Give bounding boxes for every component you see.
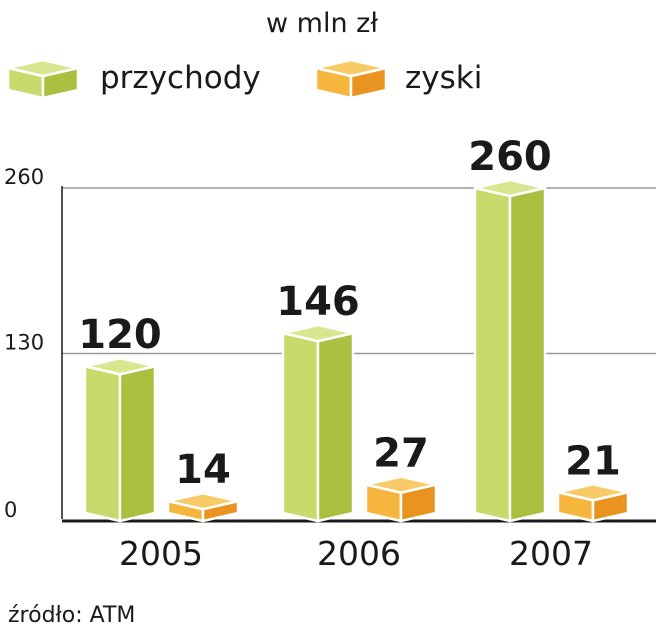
x-tick-label: 2006 xyxy=(317,534,401,573)
data-label: 146 xyxy=(276,279,360,325)
bar-top xyxy=(166,491,240,511)
y-tick-label: 130 xyxy=(4,331,44,355)
bar-front-left xyxy=(83,364,122,523)
data-label: 21 xyxy=(565,438,621,484)
legend-label: zyski xyxy=(405,60,482,96)
bar-front-right xyxy=(316,331,355,523)
y-tick-label: 0 xyxy=(4,498,17,522)
bar-przychody-2005 xyxy=(83,356,157,523)
source-note: źródło: ATM xyxy=(8,603,135,628)
bar-zyski-2006 xyxy=(364,475,438,523)
legend-swatch-zyski xyxy=(314,58,388,100)
bar-front-right xyxy=(508,186,547,523)
bar-front-left xyxy=(473,186,512,523)
bar-przychody-2007 xyxy=(473,178,547,523)
y-tick-label: 260 xyxy=(4,165,44,189)
bar-front-left xyxy=(281,331,320,523)
bar-zyski-2005 xyxy=(166,491,240,523)
x-tick-label: 2007 xyxy=(509,534,593,573)
data-label: 14 xyxy=(175,447,231,493)
legend-label: przychody xyxy=(100,60,261,96)
chart-title: w mln zł xyxy=(266,8,378,39)
data-label: 27 xyxy=(373,431,429,477)
bar-przychody-2006 xyxy=(281,323,355,523)
bar-top xyxy=(314,58,388,78)
bar-top xyxy=(556,483,630,502)
bar-top xyxy=(473,178,547,198)
x-tick-label: 2005 xyxy=(119,534,203,573)
bar-top xyxy=(83,356,157,376)
bar-top xyxy=(6,58,80,78)
bar-front-right xyxy=(118,364,157,523)
data-label: 260 xyxy=(468,134,552,180)
bar-top xyxy=(364,475,438,494)
bar-zyski-2007 xyxy=(556,483,630,523)
data-label: 120 xyxy=(78,312,162,358)
bar-top xyxy=(281,323,355,343)
legend-swatch-przychody xyxy=(6,58,80,100)
